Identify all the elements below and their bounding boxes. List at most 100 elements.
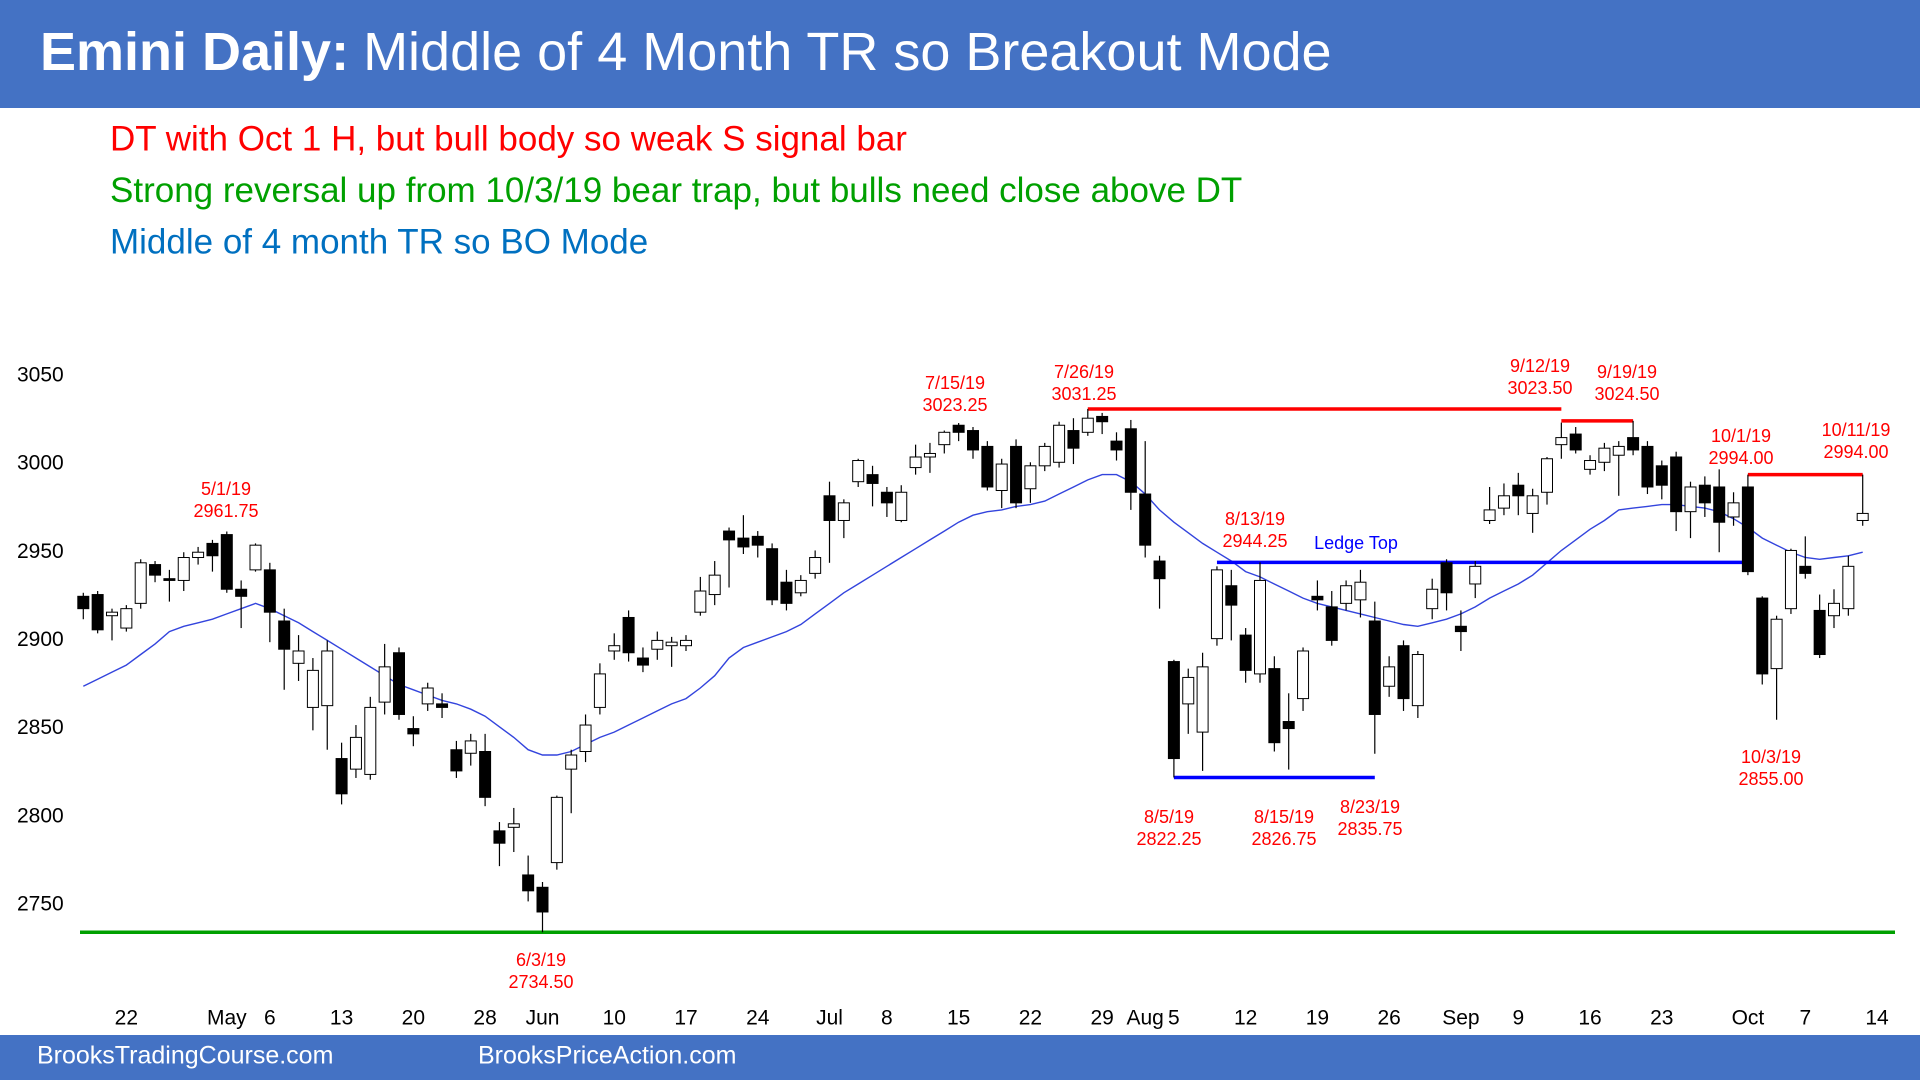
annotation-date: 8/23/19 xyxy=(1340,797,1400,817)
candle-body xyxy=(995,463,1008,492)
annotation-price: 2961.75 xyxy=(193,501,258,521)
candle-body xyxy=(91,594,104,631)
candle-body xyxy=(1139,493,1152,546)
candle-body xyxy=(235,588,248,597)
x-tick-label: 5 xyxy=(1168,1007,1180,1030)
candle-body xyxy=(1038,445,1051,467)
candle-body xyxy=(1756,597,1769,675)
candle-body xyxy=(1297,650,1310,700)
x-tick-label: 19 xyxy=(1306,1007,1329,1030)
note: Middle of 4 month TR so BO Mode xyxy=(110,222,648,261)
candle-body xyxy=(1483,509,1496,521)
candle-body xyxy=(1541,458,1553,493)
candle-body xyxy=(321,650,334,707)
candle-body xyxy=(1670,456,1683,513)
annotation-price: 2822.25 xyxy=(1136,829,1201,849)
candle-body xyxy=(1067,430,1080,449)
candle-body xyxy=(823,495,836,521)
candle-body xyxy=(1440,562,1453,594)
annotation-price: 2994.00 xyxy=(1708,448,1773,468)
candle-body xyxy=(479,751,492,798)
x-tick-label: 9 xyxy=(1512,1007,1524,1030)
candle-body xyxy=(507,823,520,828)
candle-body xyxy=(1368,620,1381,715)
annotation-price: 3023.50 xyxy=(1507,378,1572,398)
candle-body xyxy=(393,652,405,715)
candle-body xyxy=(1512,484,1525,497)
x-tick-label: 16 xyxy=(1578,1007,1601,1030)
candle-body xyxy=(1239,634,1252,671)
candle-body xyxy=(1741,486,1754,573)
candle-body xyxy=(1454,625,1467,633)
candle-body xyxy=(967,430,979,451)
candle-body xyxy=(450,749,463,772)
candle-body xyxy=(809,557,822,574)
y-tick-label: 2900 xyxy=(17,628,64,651)
annotation-date: 10/3/19 xyxy=(1741,747,1801,767)
candle-body xyxy=(349,736,362,770)
footer-text: BrooksTradingCourse.com xyxy=(37,1042,333,1070)
candle-body xyxy=(1124,428,1137,493)
candle-body xyxy=(1354,581,1367,601)
x-tick-label: 20 xyxy=(402,1007,425,1030)
candle-body xyxy=(1340,585,1353,604)
candle-body xyxy=(665,641,678,647)
candle-body xyxy=(1010,445,1023,504)
candle-body xyxy=(923,452,936,458)
x-tick-label: 17 xyxy=(674,1007,697,1030)
x-tick-label: May xyxy=(207,1007,247,1030)
candle-body xyxy=(608,645,621,652)
candle-body xyxy=(206,542,219,557)
candle-body xyxy=(1684,486,1697,513)
candle-body xyxy=(220,534,233,590)
candle-body xyxy=(694,590,707,613)
candle-body xyxy=(120,608,133,629)
candle-body xyxy=(1526,495,1539,514)
annotation-date: 8/15/19 xyxy=(1254,807,1314,827)
candle-body xyxy=(1612,445,1625,456)
x-tick-label: 22 xyxy=(115,1007,138,1030)
candle-body xyxy=(1383,666,1396,687)
candle-body xyxy=(1698,484,1711,504)
candle-body xyxy=(1397,645,1410,700)
candle-body xyxy=(77,595,90,610)
y-tick-label: 2750 xyxy=(17,892,64,915)
candle-body xyxy=(1268,668,1281,744)
y-tick-label: 3000 xyxy=(17,452,64,475)
candle-body xyxy=(364,706,377,775)
candle-body xyxy=(1784,549,1797,610)
candle-body xyxy=(938,431,951,446)
annotation-date: 8/13/19 xyxy=(1225,509,1285,529)
x-tick-label: 10 xyxy=(603,1007,626,1030)
candle-body xyxy=(278,620,291,650)
candle-body xyxy=(1813,609,1826,656)
candle-body xyxy=(378,666,391,703)
y-tick-label: 2950 xyxy=(17,540,64,563)
candle-body xyxy=(292,650,305,664)
candle-body xyxy=(436,703,449,708)
candle-body xyxy=(981,445,994,488)
candle-body xyxy=(192,551,205,559)
candle-body xyxy=(780,581,793,604)
annotation-price: 2835.75 xyxy=(1337,819,1402,839)
candle-body xyxy=(106,611,118,617)
x-tick-label: Jul xyxy=(816,1007,843,1030)
x-tick-label: Sep xyxy=(1442,1007,1479,1030)
annotation-date: 5/1/19 xyxy=(201,479,251,499)
candle-body xyxy=(852,460,865,483)
candle-body xyxy=(837,502,850,521)
x-tick-label: 29 xyxy=(1090,1007,1113,1030)
candle-body xyxy=(1153,560,1166,580)
annotation-price: 3023.25 xyxy=(922,395,987,415)
candle-body xyxy=(1856,512,1869,521)
candle-body xyxy=(1254,579,1266,675)
annotation-price: 2826.75 xyxy=(1251,829,1316,849)
candle-body xyxy=(1497,495,1510,509)
annotation-date: 8/5/19 xyxy=(1144,807,1194,827)
candle-body xyxy=(579,724,592,753)
candle-body xyxy=(163,578,176,581)
y-tick-label: 3050 xyxy=(17,363,64,386)
annotation-date: 9/19/19 xyxy=(1597,362,1657,382)
